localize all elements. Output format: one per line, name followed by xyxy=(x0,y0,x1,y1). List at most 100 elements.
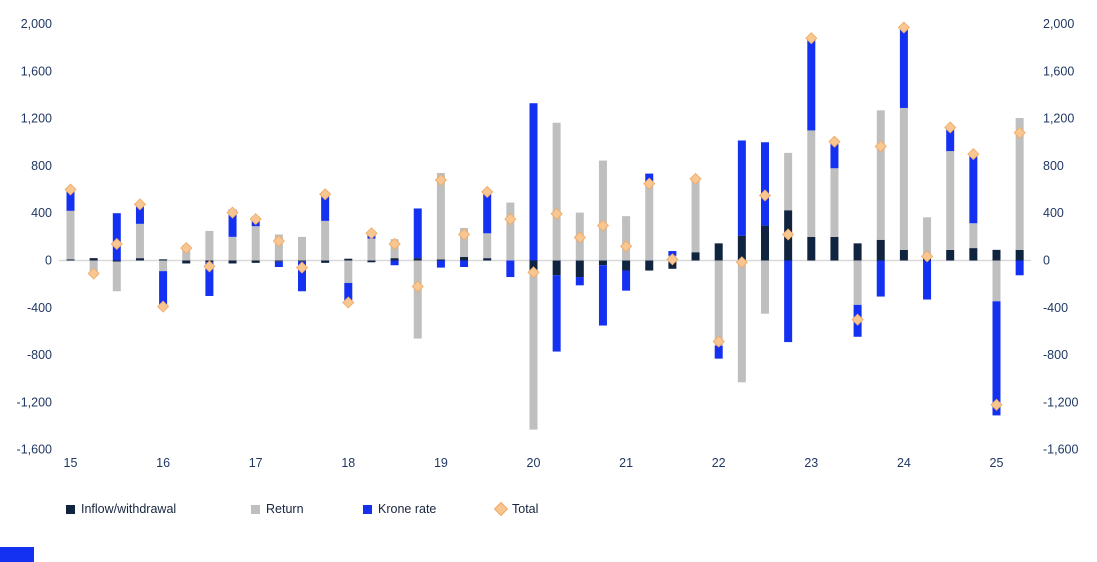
bar-segment-15Q3-return xyxy=(112,261,121,292)
bar-segment-17Q1-inflow xyxy=(251,260,260,263)
total-marker-15Q2 xyxy=(87,267,100,280)
bar-segment-18Q1-return xyxy=(344,260,353,283)
bar-segment-16Q1-krone xyxy=(159,271,168,308)
y-axis-tick-right: 2,000 xyxy=(1043,17,1074,31)
bar-segment-21Q1-return xyxy=(622,216,631,261)
bar-segment-23Q4-krone xyxy=(876,260,885,297)
bar-segment-25Q1-inflow xyxy=(992,249,1001,261)
bar-segment-19Q3-krone xyxy=(483,191,492,234)
bar-segment-20Q3-inflow xyxy=(575,260,584,278)
bar-segment-25Q2-krone xyxy=(1015,260,1024,276)
total-marker-20Q1 xyxy=(527,266,540,279)
x-axis-year-label: 21 xyxy=(619,456,633,470)
y-axis-tick-right: -800 xyxy=(1043,348,1068,362)
bar-segment-16Q1-inflow xyxy=(159,259,168,261)
total-marker-18Q3 xyxy=(388,237,401,251)
legend-item-return: Return xyxy=(251,502,304,516)
bar-segment-18Q1-krone xyxy=(344,282,353,305)
y-axis-tick-left: -400 xyxy=(27,301,52,315)
bar-segment-16Q4-krone xyxy=(228,209,237,237)
total-marker-23Q1 xyxy=(805,32,818,45)
y-axis-tick-left: 0 xyxy=(45,254,52,268)
bar-segment-22Q2-inflow xyxy=(737,235,746,261)
total-marker-19Q3 xyxy=(481,185,494,198)
bar-segment-24Q2-return xyxy=(923,217,932,255)
total-diamond-icon xyxy=(493,501,509,517)
bar-segment-15Q3-inflow xyxy=(112,260,121,262)
bar-segment-22Q1-return xyxy=(714,260,723,346)
y-axis-tick-right: -1,600 xyxy=(1043,443,1078,457)
bar-segment-18Q3-krone xyxy=(390,260,399,266)
bar-segment-15Q1-return xyxy=(66,210,75,260)
total-marker-15Q1 xyxy=(64,183,77,196)
bar-segment-22Q4-krone xyxy=(784,260,793,343)
bar-segment-19Q3-inflow xyxy=(483,258,492,261)
x-axis-year-label: 24 xyxy=(897,456,911,470)
total-marker-20Q2 xyxy=(550,207,563,220)
total-marker-21Q3 xyxy=(666,253,679,266)
bar-segment-18Q4-krone xyxy=(413,208,422,259)
krone-swatch-icon xyxy=(363,504,372,514)
bar-segment-21Q1-krone xyxy=(622,270,631,291)
y-axis-tick-left: -1,200 xyxy=(17,395,52,409)
bar-segment-25Q2-inflow xyxy=(1015,249,1024,261)
bar-segment-21Q4-inflow xyxy=(691,252,700,261)
x-axis-year-label: 25 xyxy=(990,456,1004,470)
total-marker-18Q2 xyxy=(365,227,378,240)
bar-segment-20Q2-krone xyxy=(552,275,561,352)
bar-segment-17Q3-return xyxy=(298,236,306,261)
total-marker-19Q1 xyxy=(434,174,447,187)
total-marker-16Q3 xyxy=(203,260,216,273)
x-axis-year-label: 16 xyxy=(156,456,170,470)
bar-segment-15Q4-return xyxy=(135,223,144,259)
bar-segment-20Q2-inflow xyxy=(552,260,561,276)
return-swatch-icon xyxy=(251,504,260,514)
bar-segment-22Q2-krone xyxy=(737,140,746,236)
total-marker-16Q4 xyxy=(226,206,239,219)
bar-segment-24Q1-krone xyxy=(899,27,908,108)
footer-accent-bar xyxy=(0,547,34,562)
total-marker-21Q2 xyxy=(643,177,656,190)
bar-segment-22Q1-inflow xyxy=(714,243,723,261)
bar-segment-16Q4-inflow xyxy=(228,260,237,264)
bar-segment-19Q3-return xyxy=(483,233,492,259)
total-marker-18Q1 xyxy=(342,296,355,309)
total-marker-18Q4 xyxy=(411,280,424,293)
total-marker-22Q1 xyxy=(712,335,725,348)
bar-segment-19Q2-return xyxy=(460,227,469,257)
inflow-swatch-icon xyxy=(66,504,75,514)
y-axis-tick-right: -1,200 xyxy=(1043,395,1078,409)
y-axis-tick-right: -400 xyxy=(1043,301,1068,315)
y-axis-tick-right: 1,600 xyxy=(1043,64,1074,78)
y-axis-tick-left: 800 xyxy=(31,159,52,173)
bar-segment-16Q3-return xyxy=(205,230,214,261)
bar-segment-18Q2-inflow xyxy=(367,260,376,263)
bar-segment-24Q4-return xyxy=(969,223,978,249)
bar-segment-19Q2-krone xyxy=(460,260,469,268)
x-axis-year-label: 23 xyxy=(804,456,818,470)
total-marker-17Q4 xyxy=(319,188,332,201)
bar-segment-22Q2-return xyxy=(737,260,746,383)
bar-segment-24Q1-return xyxy=(899,107,908,250)
bar-segment-24Q4-inflow xyxy=(969,248,978,261)
total-marker-16Q1 xyxy=(157,300,170,313)
bar-segment-21Q2-return xyxy=(645,181,654,261)
y-axis-tick-right: 0 xyxy=(1043,254,1050,268)
total-marker-24Q2 xyxy=(920,250,934,263)
bar-segment-19Q2-inflow xyxy=(460,256,469,261)
total-marker-24Q3 xyxy=(944,121,957,134)
y-axis-tick-right: 1,200 xyxy=(1043,112,1074,126)
bar-segment-20Q1-krone xyxy=(529,103,538,261)
total-marker-25Q1 xyxy=(990,398,1003,411)
bar-segment-15Q3-krone xyxy=(112,213,121,261)
bar-segment-16Q4-return xyxy=(228,236,237,261)
legend-label-krone: Krone rate xyxy=(378,502,437,516)
bar-segment-18Q4-return xyxy=(413,260,422,339)
bar-segment-15Q1-krone xyxy=(66,189,75,211)
bar-segment-19Q1-inflow xyxy=(436,259,445,261)
x-axis-year-label: 17 xyxy=(249,456,263,470)
total-marker-23Q2 xyxy=(828,135,841,148)
bar-segment-20Q4-inflow xyxy=(598,260,607,266)
y-axis-tick-left: 2,000 xyxy=(21,17,52,31)
